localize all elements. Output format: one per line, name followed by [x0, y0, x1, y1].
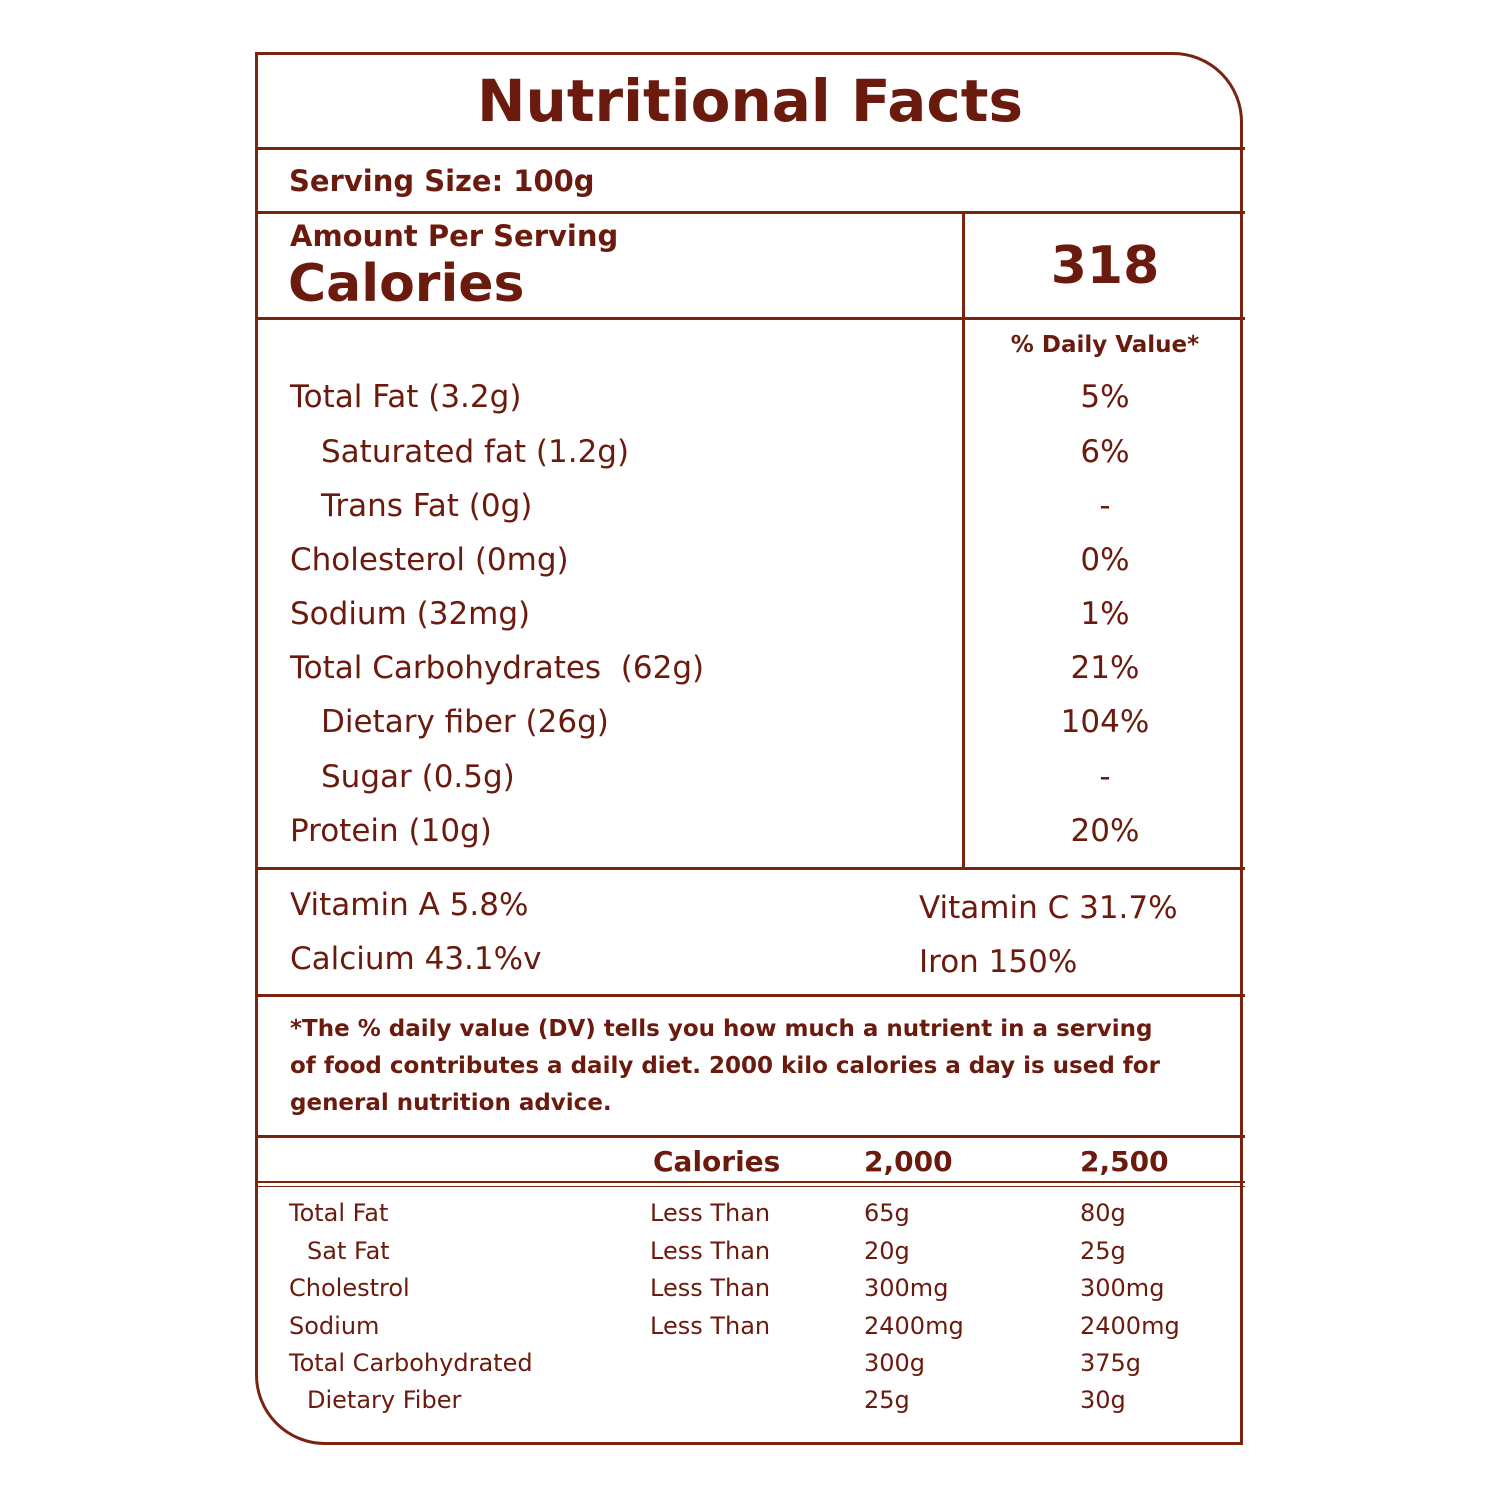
divider [255, 147, 1245, 150]
nutrient-dietary-fiber: Dietary fiber (26g) [321, 704, 609, 740]
nutrient-total-fat: Total Fat (3.2g) [290, 379, 522, 415]
divider [255, 1186, 1245, 1187]
serving-size: Serving Size: 100g [289, 164, 595, 198]
nutrient-total-carbohydrates: Total Carbohydrates (62g) [290, 650, 705, 686]
nutrient-protein: Protein (10g) [290, 813, 492, 849]
divider [255, 317, 1245, 320]
dv-total-carbohydrates: 21% [1070, 650, 1140, 686]
ref-row-2000: 300g [864, 1349, 926, 1377]
nutrient-cholesterol: Cholesterol (0mg) [290, 542, 569, 578]
divider [255, 867, 1245, 870]
ref-row-qualifier: Less Than [650, 1312, 771, 1340]
ref-row-2500: 2400mg [1080, 1312, 1180, 1340]
ref-row-label: Sat Fat [307, 1237, 390, 1265]
vitamin-a: Vitamin A 5.8% [290, 887, 529, 923]
nutrient-saturated-fat: Saturated fat (1.2g) [321, 434, 630, 470]
calories-label: Calories [288, 254, 525, 314]
ref-row-2000: 2400mg [864, 1312, 964, 1340]
ref-header-2500: 2,500 [1080, 1145, 1169, 1178]
ref-row-label: Cholestrol [289, 1274, 410, 1302]
footnote-line-1: *The % daily value (DV) tells you how mu… [290, 1016, 1153, 1042]
dv-dietary-fiber: 104% [1060, 704, 1150, 740]
ref-row-label: Dietary Fiber [307, 1386, 462, 1414]
dv-sugar: - [1099, 759, 1111, 795]
ref-row-qualifier: Less Than [650, 1274, 771, 1302]
iron: Iron 150% [919, 944, 1078, 980]
ref-header-calories: Calories [653, 1145, 781, 1178]
divider [255, 994, 1245, 997]
ref-row-qualifier: Less Than [650, 1237, 771, 1265]
label-title: Nutritional Facts [477, 67, 1023, 135]
ref-row-qualifier: Less Than [650, 1199, 771, 1227]
calcium: Calcium 43.1%v [290, 941, 542, 977]
ref-row-2000: 300mg [864, 1274, 949, 1302]
ref-row-label: Total Fat [289, 1199, 389, 1227]
ref-header-2000: 2,000 [864, 1145, 953, 1178]
dv-saturated-fat: 6% [1080, 434, 1130, 470]
nutrient-trans-fat: Trans Fat (0g) [321, 488, 533, 524]
calories-value: 318 [1050, 236, 1160, 296]
ref-row-2000: 25g [864, 1386, 910, 1414]
dv-trans-fat: - [1099, 488, 1111, 524]
ref-row-label: Total Carbohydrated [289, 1349, 533, 1377]
divider [255, 1135, 1245, 1138]
ref-row-2500: 300mg [1080, 1274, 1165, 1302]
ref-row-2000: 65g [864, 1199, 910, 1227]
footnote-line-2: of food contributes a daily diet. 2000 k… [290, 1053, 1160, 1079]
column-divider [962, 211, 965, 869]
amount-per-serving: Amount Per Serving [290, 219, 619, 253]
nutrient-sodium: Sodium (32mg) [290, 596, 531, 632]
nutrient-sugar: Sugar (0.5g) [321, 759, 515, 795]
dv-total-fat: 5% [1080, 379, 1130, 415]
divider [255, 1181, 1245, 1183]
ref-row-2000: 20g [864, 1237, 910, 1265]
dv-protein: 20% [1070, 813, 1140, 849]
ref-row-label: Sodium [289, 1312, 380, 1340]
ref-row-2500: 30g [1080, 1386, 1126, 1414]
footnote-line-3: general nutrition advice. [290, 1090, 612, 1116]
ref-row-2500: 80g [1080, 1199, 1126, 1227]
ref-row-2500: 375g [1080, 1349, 1142, 1377]
divider [255, 211, 1245, 214]
dv-sodium: 1% [1080, 596, 1130, 632]
nutrition-label [255, 52, 1243, 1445]
dv-cholesterol: 0% [1080, 542, 1130, 578]
vitamin-c: Vitamin C 31.7% [919, 890, 1178, 926]
ref-row-2500: 25g [1080, 1237, 1126, 1265]
daily-value-header: % Daily Value* [1010, 332, 1200, 358]
